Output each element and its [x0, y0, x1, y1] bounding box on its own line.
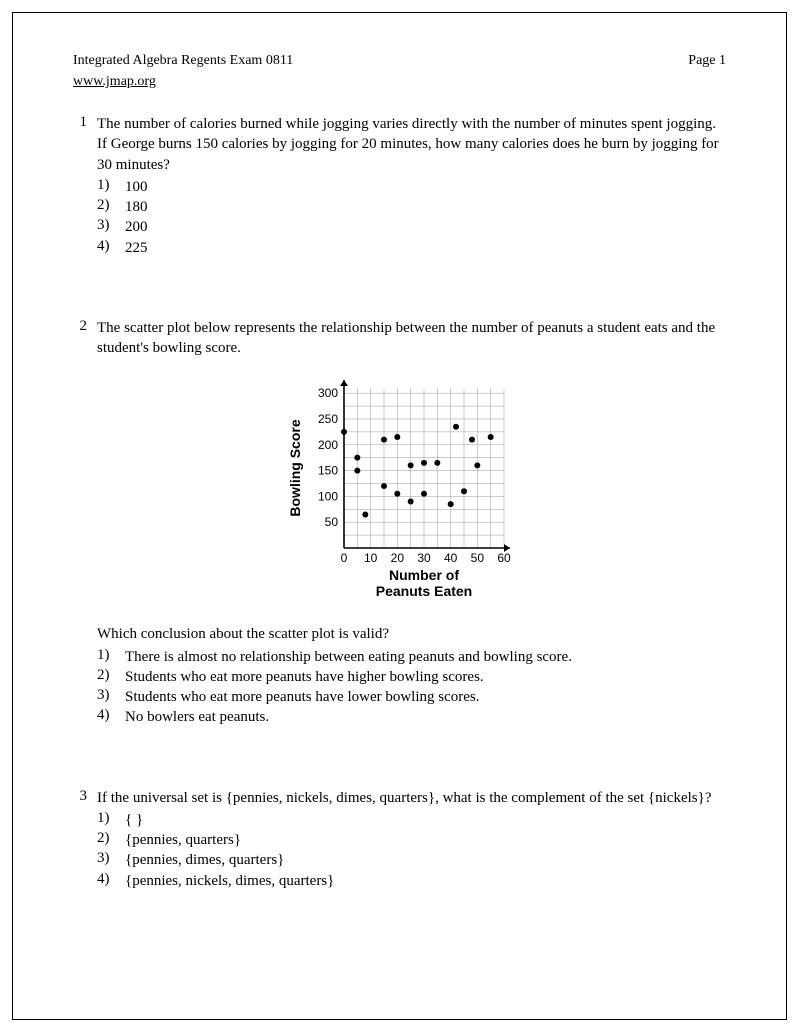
scatter-chart: 0 10 20 30 40 50 60 50 100 150 200 250 300 Number ofP… — [97, 374, 726, 604]
choice-num: 1) — [97, 810, 125, 830]
question-2: 2 The scatter plot below represents the … — [73, 318, 726, 728]
choice-item: 4)No bowlers eat peanuts. — [97, 707, 726, 727]
choice-num: 4) — [97, 238, 125, 258]
choice-item: 3)200 — [97, 217, 726, 237]
question-text: If the universal set is {pennies, nickel… — [97, 788, 726, 808]
question-text: The number of calories burned while jogg… — [97, 114, 726, 175]
choice-text: 225 — [125, 238, 726, 258]
choice-item: 4)225 — [97, 238, 726, 258]
question-number: 3 — [73, 788, 97, 891]
choice-text: 100 — [125, 177, 726, 197]
choice-num: 2) — [97, 667, 125, 687]
choice-num: 2) — [97, 197, 125, 217]
svg-text:200: 200 — [317, 438, 337, 452]
svg-text:60: 60 — [497, 551, 511, 565]
exam-title: Integrated Algebra Regents Exam 0811 — [73, 53, 293, 69]
choice-num: 4) — [97, 871, 125, 891]
question-3: 3 If the universal set is {pennies, nick… — [73, 788, 726, 891]
svg-text:100: 100 — [317, 490, 337, 504]
choice-item: 2)Students who eat more peanuts have hig… — [97, 667, 726, 687]
svg-text:30: 30 — [417, 551, 431, 565]
page-number: Page 1 — [688, 53, 726, 69]
question-followup: Which conclusion about the scatter plot … — [97, 624, 726, 644]
svg-text:Number of: Number of — [389, 567, 459, 583]
choice-text: No bowlers eat peanuts. — [125, 707, 726, 727]
question-1: 1 The number of calories burned while jo… — [73, 114, 726, 258]
choice-item: 3){pennies, dimes, quarters} — [97, 850, 726, 870]
svg-text:150: 150 — [317, 464, 337, 478]
question-body: The scatter plot below represents the re… — [97, 318, 726, 728]
choice-num: 3) — [97, 850, 125, 870]
choice-text: 200 — [125, 217, 726, 237]
choice-num: 4) — [97, 707, 125, 727]
choice-item: 2){pennies, quarters} — [97, 830, 726, 850]
choice-text: { } — [125, 810, 726, 830]
choice-text: 180 — [125, 197, 726, 217]
choice-num: 3) — [97, 217, 125, 237]
source-link[interactable]: www.jmap.org — [73, 74, 156, 90]
choice-item: 1){ } — [97, 810, 726, 830]
question-number: 1 — [73, 114, 97, 258]
page-frame: Integrated Algebra Regents Exam 0811 Pag… — [12, 12, 787, 1020]
svg-text:10: 10 — [363, 551, 377, 565]
page-header: Integrated Algebra Regents Exam 0811 Pag… — [73, 53, 726, 69]
choice-item: 3)Students who eat more peanuts have low… — [97, 687, 726, 707]
svg-text:40: 40 — [443, 551, 457, 565]
choice-item: 2)180 — [97, 197, 726, 217]
choice-list: 1){ } 2){pennies, quarters} 3){pennies, … — [97, 810, 726, 891]
svg-text:250: 250 — [317, 412, 337, 426]
question-body: The number of calories burned while jogg… — [97, 114, 726, 258]
choice-text: Students who eat more peanuts have highe… — [125, 667, 726, 687]
svg-text:50: 50 — [470, 551, 484, 565]
choice-item: 1)There is almost no relationship betwee… — [97, 647, 726, 667]
question-number: 2 — [73, 318, 97, 728]
svg-text:0: 0 — [340, 551, 347, 565]
question-body: If the universal set is {pennies, nickel… — [97, 788, 726, 891]
scatter-svg: 0 10 20 30 40 50 60 50 100 150 200 250 300 Number ofP… — [282, 374, 542, 604]
choice-item: 1)100 — [97, 177, 726, 197]
choice-text: {pennies, quarters} — [125, 830, 726, 850]
question-text: The scatter plot below represents the re… — [97, 318, 726, 359]
choice-text: Students who eat more peanuts have lower… — [125, 687, 726, 707]
svg-text:300: 300 — [317, 386, 337, 400]
choice-text: {pennies, nickels, dimes, quarters} — [125, 871, 726, 891]
svg-text:20: 20 — [390, 551, 404, 565]
choice-list: 1)There is almost no relationship betwee… — [97, 647, 726, 728]
svg-text:50: 50 — [324, 515, 338, 529]
choice-text: There is almost no relationship between … — [125, 647, 726, 667]
choice-list: 1)100 2)180 3)200 4)225 — [97, 177, 726, 258]
svg-text:Peanuts Eaten: Peanuts Eaten — [375, 583, 471, 599]
choice-num: 3) — [97, 687, 125, 707]
choice-num: 1) — [97, 177, 125, 197]
choice-text: {pennies, dimes, quarters} — [125, 850, 726, 870]
choice-item: 4){pennies, nickels, dimes, quarters} — [97, 871, 726, 891]
choice-num: 1) — [97, 647, 125, 667]
svg-text:Bowling Score: Bowling Score — [287, 419, 303, 516]
choice-num: 2) — [97, 830, 125, 850]
